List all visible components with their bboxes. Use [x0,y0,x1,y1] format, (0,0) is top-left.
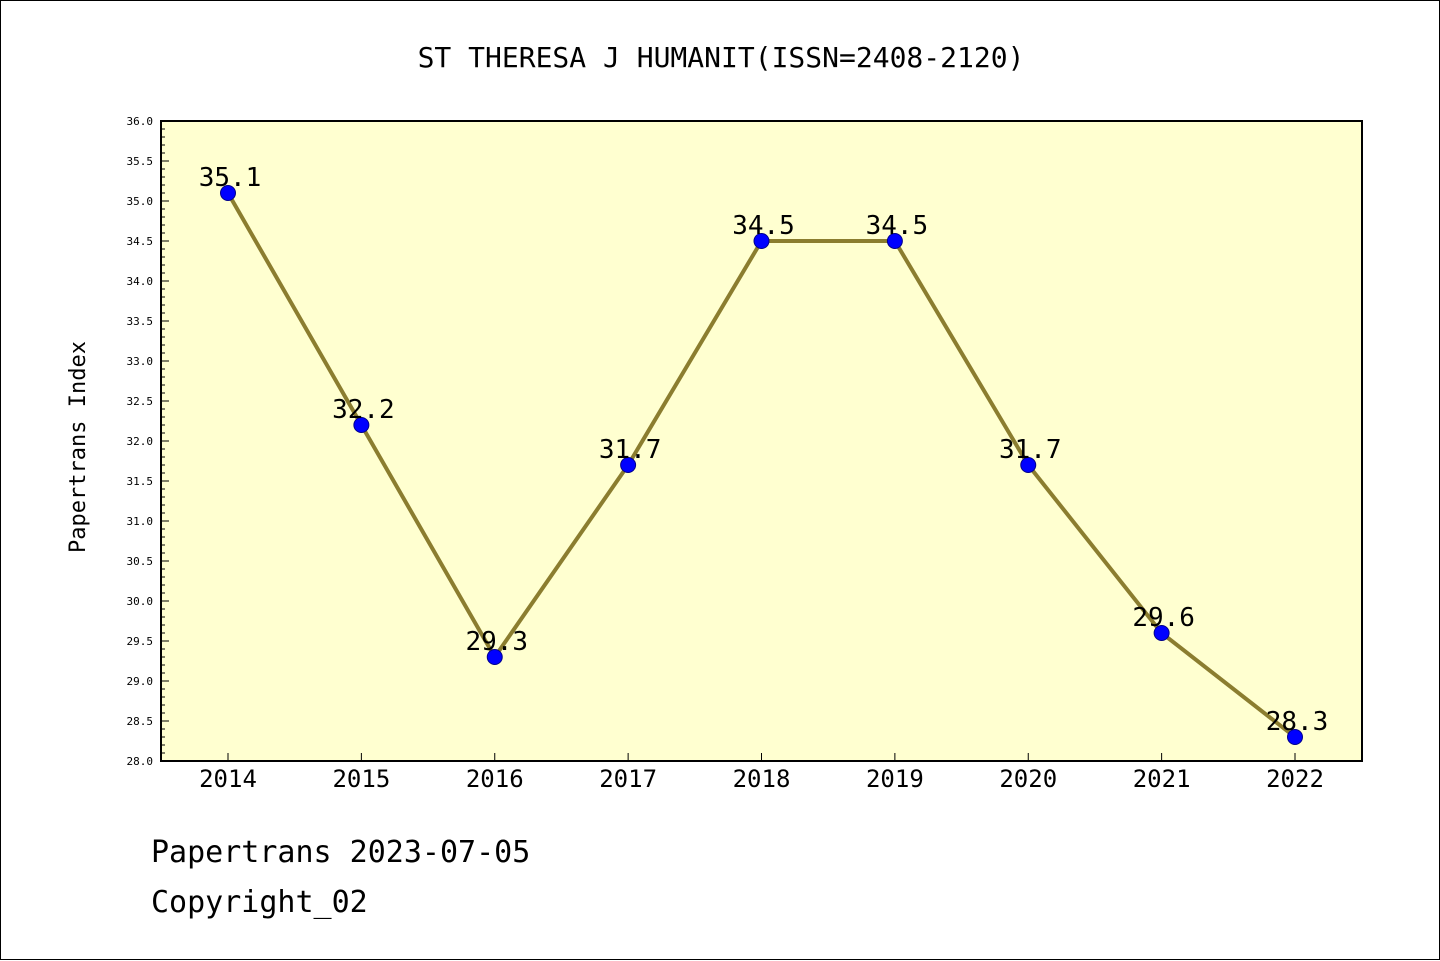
y-tick-label: 30.5 [127,555,154,568]
y-tick-label: 34.5 [127,235,154,248]
data-point [753,233,770,249]
y-tick-label: 36.0 [127,115,154,128]
x-tick-label: 2016 [466,765,524,793]
y-tick-label: 35.0 [127,195,154,208]
plot-area [161,121,1362,761]
y-tick-label: 34.0 [127,275,154,288]
data-label: 32.2 [332,395,395,425]
data-point [1020,457,1037,473]
x-tick-label: 2022 [1266,765,1324,793]
data-label: 29.3 [465,627,528,657]
data-label: 34.5 [732,211,795,241]
x-tick-label: 2019 [866,765,924,793]
x-tick-label: 2014 [199,765,257,793]
footer-copyright: Copyright_02 [151,885,368,920]
data-point [1287,729,1303,745]
y-tick-label: 29.5 [127,635,154,648]
y-tick-label: 33.0 [127,355,154,368]
y-axis: 28.0 28.5 29.0 29.5 30.0 30.5 31.0 31.5 32.0 32.5… [127,115,169,768]
y-tick-label: 32.5 [127,395,154,408]
data-label: 31.7 [999,435,1062,465]
x-axis: 2014 2015 2016 2017 2018 2019 2020 2021 2022 [199,753,1324,793]
data-point [620,457,637,473]
y-tick-label: 29.0 [127,675,154,688]
x-tick-label: 2015 [332,765,390,793]
data-label: 34.5 [866,211,929,241]
y-tick-label: 28.5 [127,715,154,728]
data-label: 31.7 [599,435,662,465]
data-markers [220,185,1303,745]
data-point [486,649,503,665]
footer-date-line: Papertrans 2023-07-05 [151,835,531,870]
data-point [220,185,236,201]
y-tick-label: 28.0 [127,755,154,768]
data-labels: 35.1 32.2 29.3 31.7 34.5 34.5 31.7 29.6 28.3 [199,163,1329,737]
data-point [353,417,370,433]
x-tick-label: 2020 [999,765,1057,793]
y-tick-label: 33.5 [127,315,154,328]
plot-frame [160,120,1363,762]
data-point [1153,625,1170,641]
y-axis-label: Papertrans Index [66,341,91,553]
y-tick-label: 35.5 [127,155,154,168]
data-label: 28.3 [1266,707,1329,737]
data-label: 35.1 [199,163,262,193]
chart-title: ST THERESA J HUMANIT(ISSN=2408-2120) [418,41,1025,74]
y-tick-label: 31.0 [127,515,154,528]
x-tick-label: 2018 [733,765,791,793]
x-tick-label: 2021 [1133,765,1191,793]
y-tick-label: 30.0 [127,595,154,608]
data-point [886,233,903,249]
y-tick-label: 32.0 [127,435,154,448]
data-label: 29.6 [1132,603,1195,633]
y-tick-label: 31.5 [127,475,154,488]
x-tick-label: 2017 [599,765,657,793]
